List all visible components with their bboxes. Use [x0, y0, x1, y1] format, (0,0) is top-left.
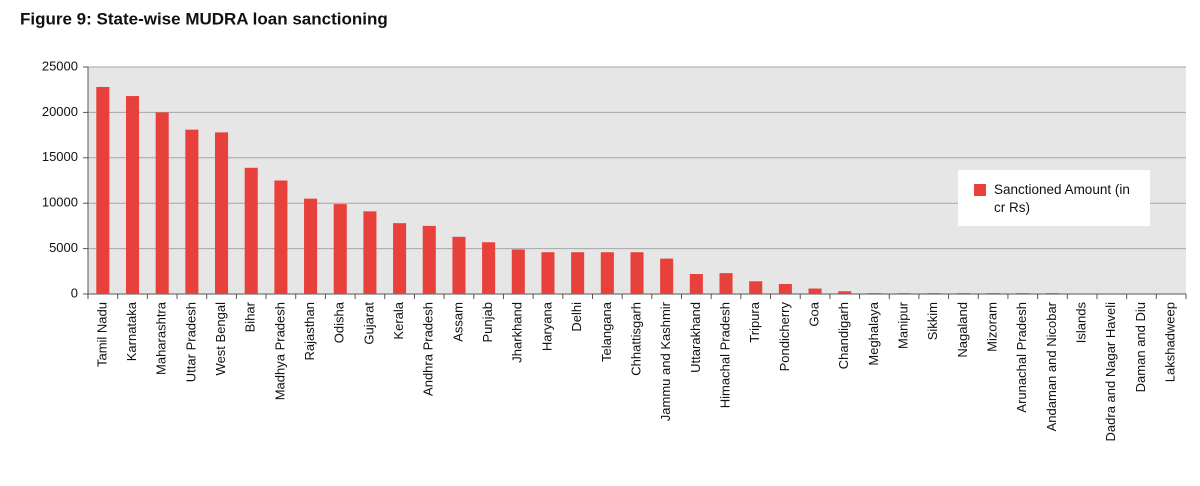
y-tick-label: 5000 — [49, 240, 78, 255]
bar — [333, 204, 347, 294]
x-tick-label: Pondicherry — [777, 302, 792, 372]
bar — [244, 167, 258, 294]
x-tick-label: Mizoram — [985, 302, 1000, 352]
x-tick-label: West Bengal — [213, 302, 228, 376]
bar — [867, 293, 881, 294]
x-tick-label: Goa — [806, 301, 821, 326]
x-tick-label: Bihar — [243, 301, 258, 332]
bar — [630, 252, 644, 294]
x-tick-label: Haryana — [539, 301, 554, 351]
x-tick-label: Lakshadweep — [1163, 302, 1178, 382]
bar — [125, 96, 140, 294]
y-tick-label: 0 — [71, 285, 78, 300]
bar — [838, 291, 852, 294]
bar — [482, 242, 496, 294]
x-tick-label: Nagaland — [955, 302, 970, 358]
y-tick-label: 10000 — [42, 195, 78, 210]
x-tick-label: Dadra and Nagar Haveli — [1103, 302, 1118, 442]
x-tick-label: Kerala — [391, 301, 406, 339]
x-tick-label: Rajasthan — [302, 302, 317, 361]
x-tick-label: Andhra Pradesh — [421, 302, 436, 396]
bar — [155, 112, 169, 295]
x-tick-label: Maharashtra — [154, 301, 169, 375]
bar — [808, 288, 822, 294]
bar — [1016, 293, 1030, 294]
x-tick-label: Meghalaya — [866, 301, 881, 365]
x-tick-label: Chhattisgarh — [628, 302, 643, 376]
x-tick-label: Daman and Diu — [1133, 302, 1148, 392]
x-tick-label: Himachal Pradesh — [717, 302, 732, 408]
x-tick-label: Islands — [1074, 302, 1089, 344]
x-tick-label: Sikkim — [925, 302, 940, 340]
x-tick-label: Odisha — [332, 301, 347, 343]
bar — [719, 273, 733, 294]
bar — [1045, 293, 1059, 294]
bar — [749, 281, 763, 294]
bar — [927, 293, 941, 294]
x-tick-label: Tamil Nadu — [94, 302, 109, 367]
bar — [215, 132, 229, 294]
bar — [422, 225, 436, 294]
bar — [986, 293, 1000, 294]
x-tick-label: Jharkhand — [510, 302, 525, 363]
y-tick-label: 15000 — [42, 149, 78, 164]
x-tick-label: Manipur — [896, 301, 911, 349]
bar — [897, 293, 911, 294]
x-tick-label: Chandigarh — [836, 302, 851, 369]
x-tick-label: Delhi — [569, 302, 584, 332]
bar — [393, 223, 407, 294]
x-tick-label: Uttar Pradesh — [183, 302, 198, 382]
bar — [452, 236, 466, 294]
bar — [185, 129, 199, 294]
y-tick-label: 25000 — [42, 58, 78, 73]
y-tick-label: 20000 — [42, 104, 78, 119]
bar — [660, 258, 674, 294]
legend-label: Sanctioned Amount (in cr Rs) — [994, 182, 1130, 215]
x-tick-label: Tripura — [747, 301, 762, 342]
x-tick-label: Uttarakhand — [688, 302, 703, 373]
chart-title: Figure 9: State-wise MUDRA loan sanction… — [20, 9, 388, 28]
bar — [956, 293, 970, 294]
x-tick-label: Jammu and Kashmir — [658, 301, 673, 421]
x-tick-label: Andaman and Nicobar — [1044, 301, 1059, 431]
x-tick-label: Telangana — [599, 301, 614, 362]
bar — [689, 274, 703, 294]
x-tick-label: Arunachal Pradesh — [1014, 302, 1029, 413]
x-tick-label: Assam — [450, 302, 465, 342]
bar — [541, 252, 555, 294]
legend-key — [974, 184, 986, 196]
legend: Sanctioned Amount (in cr Rs) — [958, 170, 1150, 226]
bar — [274, 180, 288, 294]
bar — [363, 211, 377, 294]
bar — [304, 198, 318, 294]
bar — [96, 86, 110, 294]
bar — [511, 249, 525, 294]
x-tick-label: Karnataka — [124, 301, 139, 361]
x-tick-label: Gujarat — [361, 302, 376, 345]
bar — [571, 252, 585, 294]
x-tick-label: Punjab — [480, 302, 495, 342]
bar — [778, 284, 792, 294]
bar — [600, 252, 614, 294]
x-tick-label: Madhya Pradesh — [272, 302, 287, 400]
